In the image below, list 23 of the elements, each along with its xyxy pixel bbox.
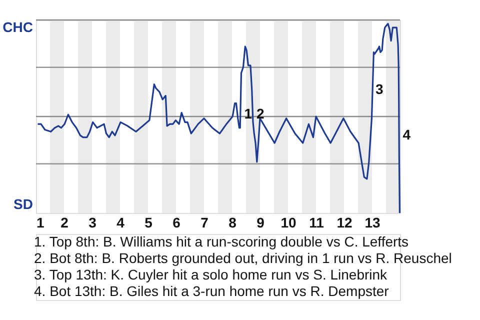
- text: CHC: [2, 19, 33, 35]
- x-tick-label: 2: [60, 214, 69, 230]
- x-tick-label: 1: [36, 214, 44, 230]
- annotation: 2: [256, 106, 265, 122]
- text: 1. Top 8th: B. Williams hit a run-scoring double vs C. Lefferts: [34, 233, 409, 250]
- x-tick-label: 4: [116, 214, 125, 230]
- text: 2. Bot 8th: B. Roberts grounded out, driving in 1 run vs R. Reuschel: [34, 250, 452, 266]
- text: SD: [14, 196, 33, 212]
- x-tick-label: 6: [172, 214, 181, 230]
- x-tick-label: 3: [88, 214, 97, 230]
- x-tick-label: 9: [256, 214, 265, 230]
- text: 4. Bot 13th: B. Giles hit a 3-run home run vs R. Dempster: [34, 282, 390, 299]
- x-tick-label: 10: [280, 214, 296, 230]
- annotation: 4: [402, 126, 411, 142]
- x-tick-label: 11: [309, 214, 324, 230]
- x-tick-label: 8: [228, 214, 237, 230]
- x-tick-label: 7: [200, 214, 209, 230]
- annotation: 1: [244, 106, 252, 122]
- text: 3. Top 13th: K. Cuyler hit a solo home run vs S. Linebrink: [34, 266, 388, 282]
- x-tick-label: 5: [144, 214, 153, 230]
- x-tick-label: 13: [364, 214, 380, 230]
- annotation: 3: [376, 81, 384, 98]
- x-tick-label: 12: [336, 214, 352, 230]
